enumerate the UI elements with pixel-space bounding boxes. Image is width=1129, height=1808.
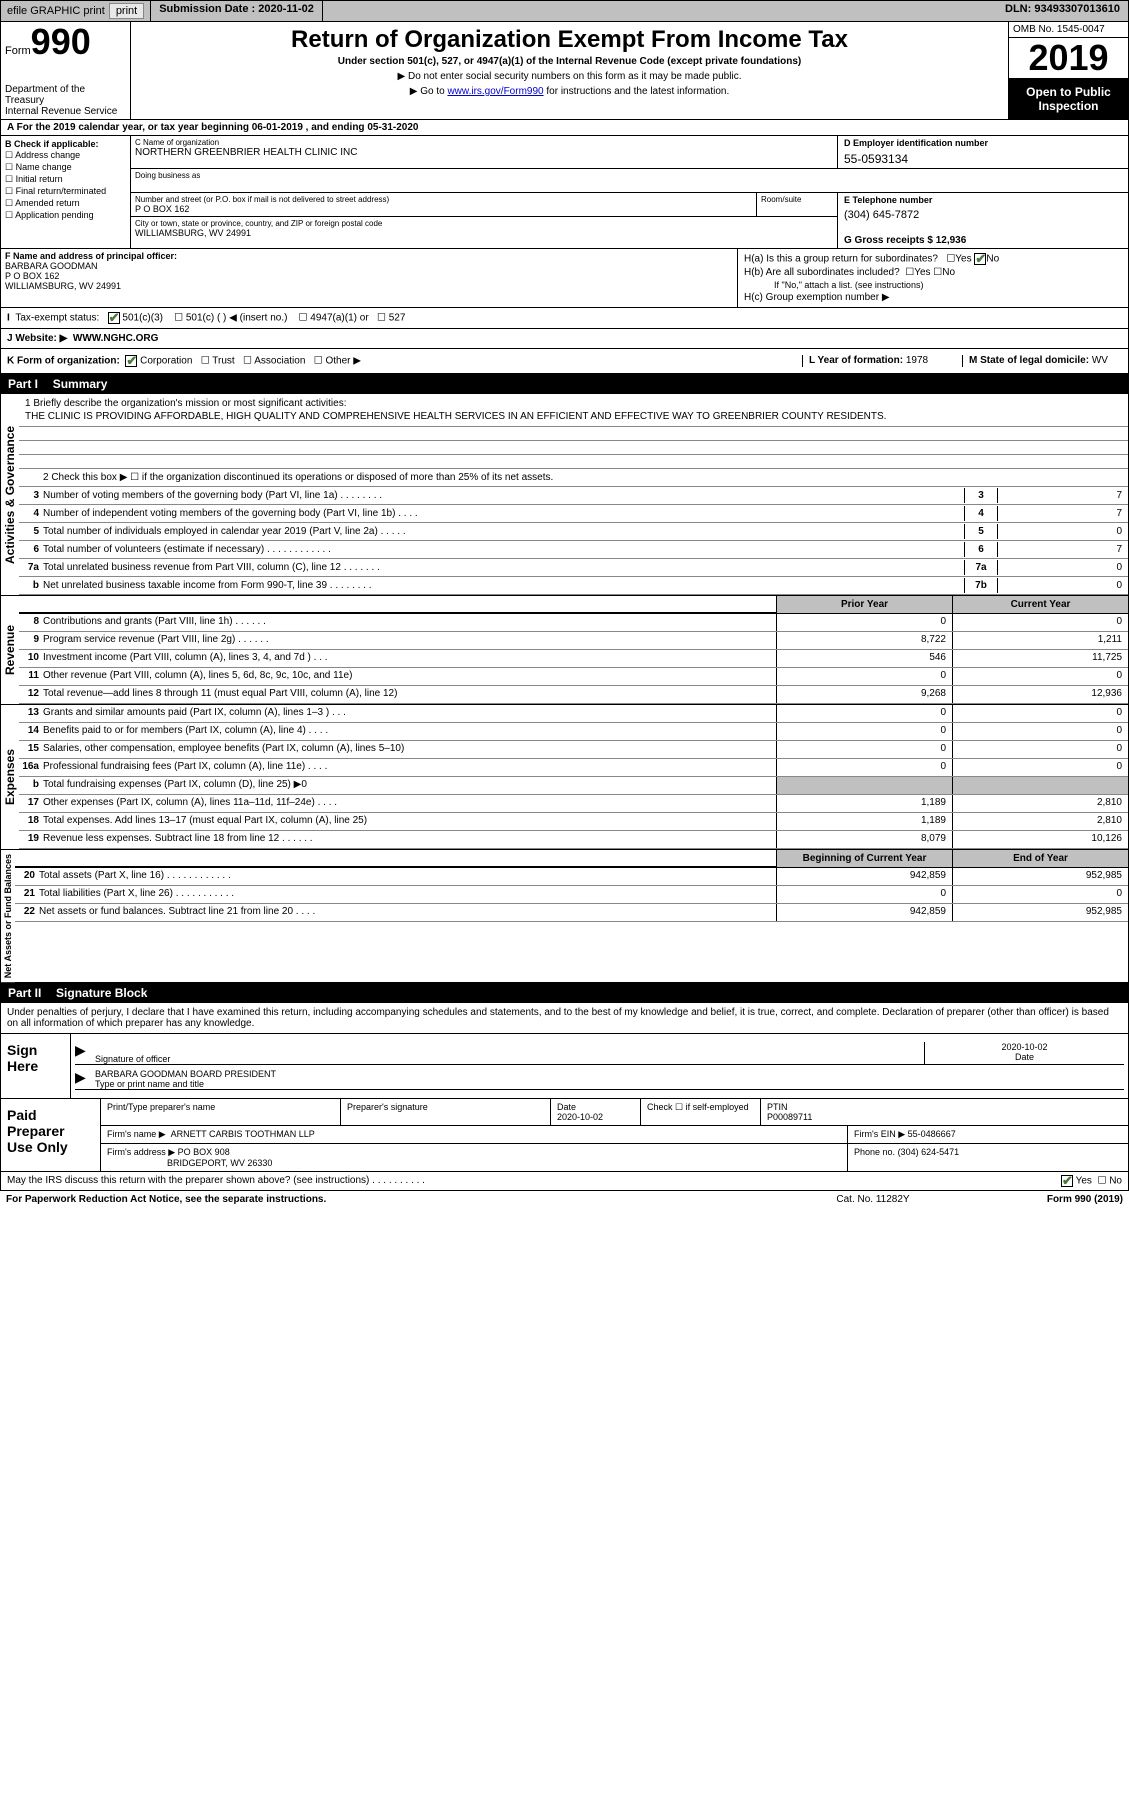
q2: 2 Check this box ▶ ☐ if the organization… [19, 469, 1128, 487]
rev-row: 12Total revenue—add lines 8 through 11 (… [19, 686, 1128, 704]
exp-row: bTotal fundraising expenses (Part IX, co… [19, 777, 1128, 795]
part-i-header: Part I Summary [0, 374, 1129, 394]
discuss-row: May the IRS discuss this return with the… [0, 1172, 1129, 1191]
exp-row: 14Benefits paid to or for members (Part … [19, 723, 1128, 741]
rev-year-header: Prior Year Current Year [19, 596, 1128, 614]
net-row: 21Total liabilities (Part X, line 26) . … [15, 886, 1128, 904]
suite: Room/suite [757, 193, 837, 216]
gov-row: 7aTotal unrelated business revenue from … [19, 559, 1128, 577]
501c3-check [108, 312, 120, 324]
governance-block: Activities & Governance 1 Briefly descri… [0, 394, 1129, 596]
revenue-vlabel: Revenue [1, 596, 19, 704]
rev-row: 10Investment income (Part VIII, column (… [19, 650, 1128, 668]
net-row: 22Net assets or fund balances. Subtract … [15, 904, 1128, 922]
sign-here: Sign Here ▶ Signature of officer 2020-10… [0, 1034, 1129, 1099]
efile-label: efile GRAPHIC print [7, 5, 105, 17]
dln: DLN: 93493307013610 [997, 1, 1128, 21]
mission: 1 Briefly describe the organization's mi… [19, 394, 1128, 427]
gov-row: 3Number of voting members of the governi… [19, 487, 1128, 505]
sig-intro: Under penalties of perjury, I declare th… [0, 1003, 1129, 1034]
exp-row: 16aProfessional fundraising fees (Part I… [19, 759, 1128, 777]
top-bar: efile GRAPHIC print print Submission Dat… [0, 0, 1129, 22]
arrow-icon: ▶ [75, 1069, 95, 1089]
ein: D Employer identification number 55-0593… [838, 136, 1128, 168]
title-cell: Return of Organization Exempt From Incom… [131, 22, 1008, 119]
print-button[interactable]: print [109, 3, 144, 19]
col-cd: C Name of organization NORTHERN GREENBRI… [131, 136, 1128, 248]
omb: OMB No. 1545-0047 [1009, 22, 1128, 38]
part-ii-header: Part II Signature Block [0, 983, 1129, 1003]
city: City or town, state or province, country… [131, 217, 837, 240]
instructions-link[interactable]: www.irs.gov/Form990 [447, 86, 543, 97]
form-number-cell: Form990 Department of the Treasury Inter… [1, 22, 131, 119]
rev-row: 8Contributions and grants (Part VIII, li… [19, 614, 1128, 632]
org-name: C Name of organization NORTHERN GREENBRI… [131, 136, 838, 168]
phone-gross: E Telephone number (304) 645-7872 G Gros… [838, 193, 1128, 248]
netassets-block: Net Assets or Fund Balances Beginning of… [0, 850, 1129, 983]
netassets-vlabel: Net Assets or Fund Balances [1, 850, 15, 982]
revenue-block: Revenue Prior Year Current Year 8Contrib… [0, 596, 1129, 705]
public-inspection: Open to Public Inspection [1009, 79, 1128, 119]
rev-row: 11Other revenue (Part VIII, column (A), … [19, 668, 1128, 686]
instr1: ▶ Do not enter social security numbers o… [135, 71, 1004, 82]
arrow-icon: ▶ [75, 1042, 95, 1064]
section-fgh: F Name and address of principal officer:… [0, 249, 1129, 308]
principal-officer: F Name and address of principal officer:… [1, 249, 738, 307]
submission-date: Submission Date : 2020-11-02 [150, 1, 323, 21]
section-klm: K Form of organization: Corporation ☐ Tr… [0, 349, 1129, 374]
top-left: efile GRAPHIC print print [1, 1, 150, 21]
net-row: 20Total assets (Part X, line 16) . . . .… [15, 868, 1128, 886]
col-b: B Check if applicable: ☐ Address change … [1, 136, 131, 248]
exp-row: 19Revenue less expenses. Subtract line 1… [19, 831, 1128, 849]
tax-exempt: I Tax-exempt status: 501(c)(3) ☐ 501(c) … [0, 308, 1129, 329]
addr-left: Number and street (or P.O. box if mail i… [131, 193, 838, 248]
section-bcd: B Check if applicable: ☐ Address change … [0, 136, 1129, 249]
gov-row: 5Total number of individuals employed in… [19, 523, 1128, 541]
rev-row: 9Program service revenue (Part VIII, lin… [19, 632, 1128, 650]
ha-no-check [974, 253, 986, 265]
exp-row: 17Other expenses (Part IX, column (A), l… [19, 795, 1128, 813]
subtitle: Under section 501(c), 527, or 4947(a)(1)… [135, 56, 1004, 67]
exp-row: 18Total expenses. Add lines 13–17 (must … [19, 813, 1128, 831]
paid-preparer: Paid Preparer Use Only Print/Type prepar… [0, 1099, 1129, 1172]
instr2: ▶ Go to www.irs.gov/Form990 for instruct… [135, 86, 1004, 97]
discuss-yes-check [1061, 1175, 1073, 1187]
dept-label: Department of the Treasury Internal Reve… [5, 84, 126, 117]
net-year-header: Beginning of Current Year End of Year [15, 850, 1128, 868]
gov-row: bNet unrelated business taxable income f… [19, 577, 1128, 595]
street: Number and street (or P.O. box if mail i… [131, 193, 757, 216]
expenses-vlabel: Expenses [1, 705, 19, 849]
governance-vlabel: Activities & Governance [1, 394, 19, 595]
dba: Doing business as [131, 169, 1128, 193]
row-a: A For the 2019 calendar year, or tax yea… [0, 120, 1129, 136]
expenses-block: Expenses 13Grants and similar amounts pa… [0, 705, 1129, 850]
exp-row: 13Grants and similar amounts paid (Part … [19, 705, 1128, 723]
exp-row: 15Salaries, other compensation, employee… [19, 741, 1128, 759]
tax-year: 2019 [1009, 38, 1128, 79]
form-header: Form990 Department of the Treasury Inter… [0, 22, 1129, 120]
gov-row: 6Total number of volunteers (estimate if… [19, 541, 1128, 559]
spacer [323, 1, 997, 21]
gov-row: 4Number of independent voting members of… [19, 505, 1128, 523]
right-header: OMB No. 1545-0047 2019 Open to Public In… [1008, 22, 1128, 119]
group-return: H(a) Is this a group return for subordin… [738, 249, 1128, 307]
website-row: J Website: ▶ WWW.NGHC.ORG [0, 329, 1129, 349]
bottom-line: For Paperwork Reduction Act Notice, see … [0, 1191, 1129, 1208]
form-title: Return of Organization Exempt From Incom… [135, 26, 1004, 54]
corp-check [125, 355, 137, 367]
